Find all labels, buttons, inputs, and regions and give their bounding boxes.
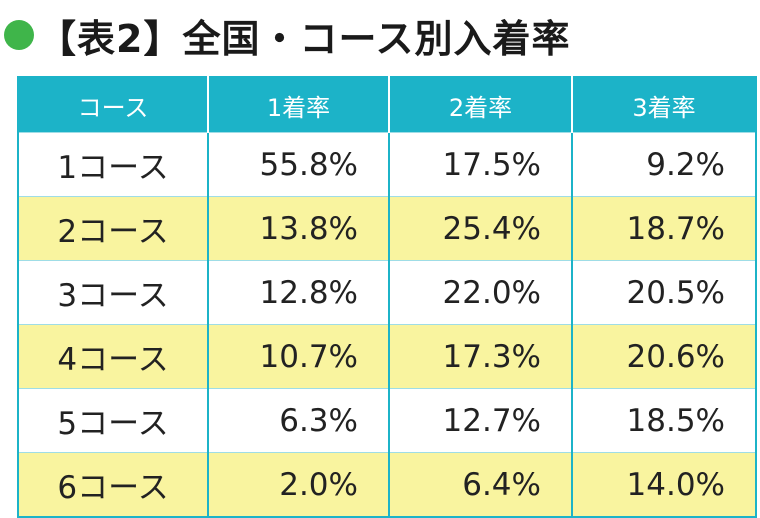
table-row: 1コース 55.8% 17.5% 9.2% bbox=[18, 132, 756, 197]
table-header-row: コース 1着率 2着率 3着率 bbox=[18, 77, 756, 133]
first-rate-cell: 2.0% bbox=[207, 452, 389, 517]
course-cell: 3コース bbox=[18, 260, 208, 325]
third-rate-cell: 18.5% bbox=[571, 388, 756, 453]
table-row: 3コース 12.8% 22.0% 20.5% bbox=[18, 260, 756, 325]
header-first-rate: 1着率 bbox=[207, 77, 389, 133]
third-rate-cell: 20.5% bbox=[571, 260, 756, 325]
second-rate-cell: 12.7% bbox=[388, 388, 572, 453]
first-rate-cell: 12.8% bbox=[207, 260, 389, 325]
first-rate-cell: 55.8% bbox=[207, 132, 389, 197]
header-third-rate: 3着率 bbox=[571, 77, 756, 133]
third-rate-cell: 9.2% bbox=[571, 132, 756, 197]
third-rate-cell: 18.7% bbox=[571, 196, 756, 261]
third-rate-cell: 14.0% bbox=[571, 452, 756, 517]
course-cell: 2コース bbox=[18, 196, 208, 261]
table-row: 2コース 13.8% 25.4% 18.7% bbox=[18, 196, 756, 261]
first-rate-cell: 13.8% bbox=[207, 196, 389, 261]
course-cell: 6コース bbox=[18, 452, 208, 517]
first-rate-cell: 10.7% bbox=[207, 324, 389, 389]
table-row: 6コース 2.0% 6.4% 14.0% bbox=[18, 452, 756, 517]
table-row: 5コース 6.3% 12.7% 18.5% bbox=[18, 388, 756, 453]
table-row: 4コース 10.7% 17.3% 20.6% bbox=[18, 324, 756, 389]
page-title: 【表2】全国・コース別入着率 bbox=[38, 16, 571, 61]
title-row: 【表2】全国・コース別入着率 bbox=[4, 4, 754, 66]
second-rate-cell: 6.4% bbox=[388, 452, 572, 517]
second-rate-cell: 22.0% bbox=[388, 260, 572, 325]
third-rate-cell: 20.6% bbox=[571, 324, 756, 389]
first-rate-cell: 6.3% bbox=[207, 388, 389, 453]
second-rate-cell: 17.3% bbox=[388, 324, 572, 389]
green-dot-icon bbox=[4, 20, 34, 50]
course-rate-table: コース 1着率 2着率 3着率 1コース 55.8% 17.5% 9.2% 2コ… bbox=[17, 76, 757, 518]
second-rate-cell: 17.5% bbox=[388, 132, 572, 197]
course-cell: 1コース bbox=[18, 132, 208, 197]
course-cell: 5コース bbox=[18, 388, 208, 453]
second-rate-cell: 25.4% bbox=[388, 196, 572, 261]
header-course: コース bbox=[18, 77, 208, 133]
course-cell: 4コース bbox=[18, 324, 208, 389]
header-second-rate: 2着率 bbox=[388, 77, 572, 133]
